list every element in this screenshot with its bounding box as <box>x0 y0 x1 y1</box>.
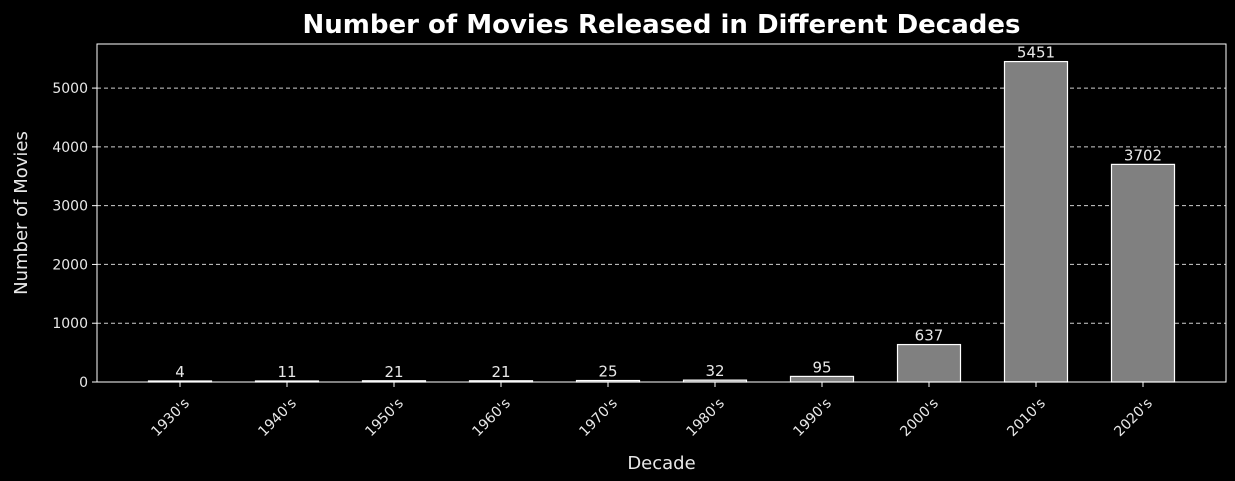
y-tick-label: 3000 <box>52 199 88 215</box>
y-axis-label: Number of Movies <box>11 131 32 295</box>
bar <box>1110 163 1176 383</box>
x-tick-label: 2020's <box>1111 396 1155 440</box>
data-label: 32 <box>705 362 724 380</box>
data-label: 3702 <box>1124 146 1162 164</box>
data-label: 95 <box>812 358 831 376</box>
data-label: 5451 <box>1017 44 1055 62</box>
x-tick-label: 2000's <box>897 396 941 440</box>
chart-title: Number of Movies Released in Different D… <box>303 10 1021 40</box>
y-tick-label: 0 <box>79 375 88 391</box>
x-tick-label: 1990's <box>790 396 834 440</box>
y-axis-ticks: 0 1000 2000 3000 4000 5000 <box>52 81 97 391</box>
x-tick-label: 1970's <box>576 396 620 440</box>
data-label: 21 <box>384 363 403 381</box>
x-axis-label: Decade <box>627 453 695 474</box>
data-label: 25 <box>598 363 617 381</box>
data-label: 21 <box>491 363 510 381</box>
y-tick-label: 5000 <box>52 81 88 97</box>
x-tick-label: 1950's <box>362 396 406 440</box>
x-tick-label: 2010's <box>1004 396 1048 440</box>
x-tick-label: 1930's <box>148 396 192 440</box>
y-tick-label: 2000 <box>52 257 88 273</box>
data-label: 637 <box>915 327 944 345</box>
data-label: 4 <box>175 363 185 381</box>
bar <box>789 375 855 383</box>
bar <box>1003 60 1069 383</box>
x-tick-label: 1980's <box>683 396 727 440</box>
x-tick-label: 1960's <box>469 396 513 440</box>
y-tick-label: 4000 <box>52 140 88 156</box>
plot-frame <box>96 43 1227 383</box>
bar <box>896 343 962 383</box>
y-tick-label: 1000 <box>52 316 88 332</box>
bars <box>147 60 1176 383</box>
x-axis-ticks: 1930's 1940's 1950's 1960's 1970's 1980's 1990… <box>148 382 1156 440</box>
x-tick-label: 1940's <box>255 396 299 440</box>
data-label: 11 <box>277 363 296 381</box>
value-labels: 4 11 21 21 25 32 95 637 5451 3702 <box>175 44 1162 381</box>
